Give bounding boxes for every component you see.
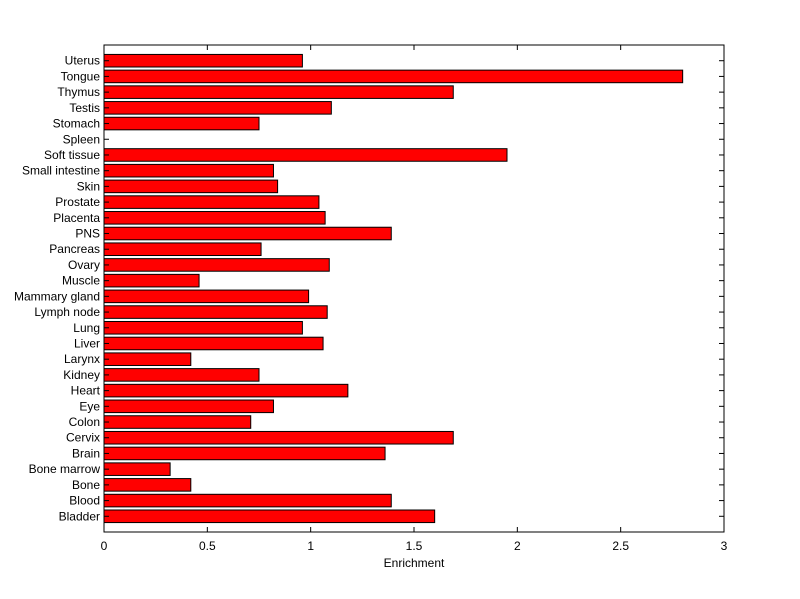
- bar-blood: [103, 493, 392, 508]
- y-tick-label-skin: Skin: [77, 179, 100, 193]
- x-tick-label: 1: [307, 539, 314, 553]
- y-tick-label-placenta: Placenta: [53, 211, 100, 225]
- bar-prostate: [103, 195, 320, 209]
- bar-ovary: [103, 258, 330, 272]
- bar-stomach: [103, 116, 260, 131]
- bar-larynx: [103, 352, 192, 366]
- x-tick-label: 1.5: [406, 539, 423, 553]
- bar-brain: [103, 446, 386, 461]
- bar-colon: [103, 415, 252, 429]
- y-tick-label-heart: Heart: [71, 384, 101, 398]
- bar-testis: [103, 101, 332, 115]
- y-tick-label-testis: Testis: [69, 101, 100, 115]
- bar-uterus: [103, 53, 303, 68]
- y-tick-label-cervix: Cervix: [66, 431, 100, 445]
- y-tick-label-liver: Liver: [74, 336, 100, 350]
- y-tick-label-ovary: Ovary: [68, 258, 100, 272]
- x-tick-label: 0.5: [199, 539, 216, 553]
- bar-small-intestine: [103, 163, 274, 178]
- bar-pancreas: [103, 242, 262, 257]
- bar-muscle: [103, 273, 200, 288]
- y-tick-label-larynx: Larynx: [64, 352, 100, 366]
- y-tick-label-bone: Bone: [72, 478, 100, 492]
- y-tick-label-pns: PNS: [75, 227, 100, 241]
- y-tick-label-lung: Lung: [73, 321, 100, 335]
- y-tick-label-brain: Brain: [72, 446, 100, 460]
- bar-bone-marrow: [103, 462, 171, 476]
- y-tick-label-lymph-node: Lymph node: [34, 305, 100, 319]
- x-axis-label: Enrichment: [384, 556, 445, 570]
- bar-lung: [103, 320, 303, 335]
- bar-eye: [103, 399, 274, 414]
- bar-heart: [103, 383, 349, 398]
- y-tick-label-eye: Eye: [79, 399, 100, 413]
- y-tick-label-colon: Colon: [69, 415, 100, 429]
- bar-bone: [103, 478, 192, 492]
- bar-pns: [103, 226, 392, 241]
- bar-cervix: [103, 430, 454, 445]
- y-tick-label-bladder: Bladder: [59, 509, 100, 523]
- x-tick-labels: 0 0.5 1 1.5 2 2.5 3: [101, 539, 728, 553]
- y-tick-label-blood: Blood: [69, 494, 100, 508]
- bar-thymus: [103, 85, 454, 99]
- y-tick-label-tongue: Tongue: [61, 69, 101, 83]
- y-tick-label-muscle: Muscle: [62, 274, 100, 288]
- y-tick-label-stomach: Stomach: [53, 117, 100, 131]
- y-tick-label-kidney: Kidney: [63, 368, 100, 382]
- x-tick-label: 3: [721, 539, 728, 553]
- y-tick-label-pancreas: Pancreas: [49, 242, 100, 256]
- x-tick-label: 2.5: [612, 539, 629, 553]
- y-tick-label-uterus: Uterus: [65, 54, 100, 68]
- bar-kidney: [103, 368, 260, 382]
- bars-group: [103, 53, 684, 524]
- plot-frame: [103, 44, 725, 533]
- bar-soft-tissue: [103, 148, 508, 162]
- y-tick-label-soft-tissue: Soft tissue: [44, 148, 100, 162]
- y-tick-label-prostate: Prostate: [55, 195, 100, 209]
- bar-skin: [103, 179, 279, 194]
- x-tick-label: 0: [101, 539, 108, 553]
- bar-lymph-node: [103, 305, 328, 319]
- x-tick-label: 2: [514, 539, 521, 553]
- y-tick-label-mammary-gland: Mammary gland: [14, 289, 100, 303]
- bar-bladder: [103, 509, 436, 524]
- y-tick-label-spleen: Spleen: [63, 132, 100, 146]
- bar-mammary-gland: [103, 289, 310, 304]
- bar-liver: [103, 336, 324, 351]
- y-tick-label-bone-marrow: Bone marrow: [29, 462, 101, 476]
- bar-tongue: [103, 69, 684, 84]
- y-tick-label-thymus: Thymus: [57, 85, 100, 99]
- y-tick-label-small-intestine: Small intestine: [22, 164, 100, 178]
- bar-placenta: [103, 211, 326, 225]
